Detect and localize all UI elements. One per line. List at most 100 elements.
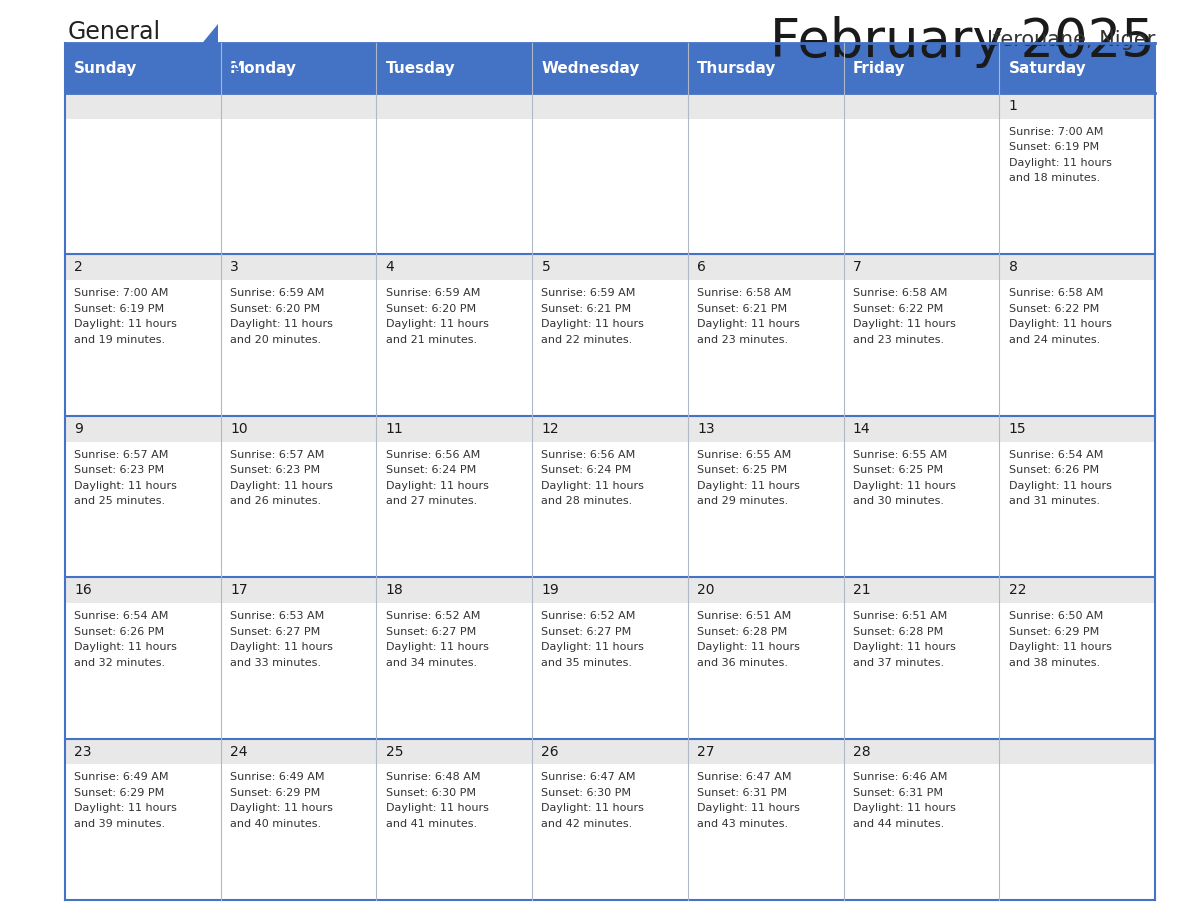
Text: 21: 21 — [853, 583, 871, 597]
Text: 18: 18 — [386, 583, 404, 597]
Text: 12: 12 — [542, 421, 560, 436]
Bar — [999, 416, 1155, 442]
Bar — [688, 416, 843, 442]
Text: Daylight: 11 hours: Daylight: 11 hours — [386, 319, 488, 330]
Text: and 37 minutes.: and 37 minutes. — [853, 657, 944, 667]
Text: and 33 minutes.: and 33 minutes. — [230, 657, 321, 667]
Text: 14: 14 — [853, 421, 871, 436]
Text: Daylight: 11 hours: Daylight: 11 hours — [75, 319, 177, 330]
Text: and 42 minutes.: and 42 minutes. — [542, 819, 633, 829]
Text: Daylight: 11 hours: Daylight: 11 hours — [697, 319, 800, 330]
Bar — [65, 43, 221, 93]
Bar — [65, 577, 221, 739]
Text: General: General — [68, 20, 162, 44]
Text: 28: 28 — [853, 744, 871, 758]
Bar — [999, 577, 1155, 603]
Text: Sunrise: 6:53 AM: Sunrise: 6:53 AM — [230, 611, 324, 621]
Text: Daylight: 11 hours: Daylight: 11 hours — [542, 642, 644, 652]
Text: February 2025: February 2025 — [770, 16, 1155, 68]
Text: Sunset: 6:27 PM: Sunset: 6:27 PM — [386, 626, 476, 636]
Bar — [221, 254, 377, 280]
Bar — [999, 93, 1155, 118]
Bar — [688, 416, 843, 577]
Text: and 27 minutes.: and 27 minutes. — [386, 496, 478, 506]
Bar — [221, 254, 377, 416]
Text: Sunset: 6:29 PM: Sunset: 6:29 PM — [230, 788, 321, 798]
Text: Sunrise: 6:49 AM: Sunrise: 6:49 AM — [230, 772, 324, 782]
Text: Daylight: 11 hours: Daylight: 11 hours — [1009, 319, 1112, 330]
Text: Daylight: 11 hours: Daylight: 11 hours — [853, 642, 956, 652]
Text: Sunset: 6:28 PM: Sunset: 6:28 PM — [697, 626, 788, 636]
Text: Daylight: 11 hours: Daylight: 11 hours — [1009, 642, 1112, 652]
Text: 3: 3 — [230, 261, 239, 274]
Text: Sunrise: 6:49 AM: Sunrise: 6:49 AM — [75, 772, 169, 782]
Text: and 18 minutes.: and 18 minutes. — [1009, 174, 1100, 184]
Text: Sunset: 6:20 PM: Sunset: 6:20 PM — [230, 304, 321, 314]
Bar — [377, 577, 532, 739]
Bar — [843, 577, 999, 739]
Text: and 28 minutes.: and 28 minutes. — [542, 496, 633, 506]
Text: 4: 4 — [386, 261, 394, 274]
Bar — [999, 739, 1155, 765]
Bar — [65, 416, 221, 442]
Text: and 35 minutes.: and 35 minutes. — [542, 657, 632, 667]
Bar — [999, 93, 1155, 254]
Text: Friday: Friday — [853, 61, 905, 75]
Bar — [532, 577, 688, 739]
Text: Sunset: 6:28 PM: Sunset: 6:28 PM — [853, 626, 943, 636]
Text: and 20 minutes.: and 20 minutes. — [230, 335, 321, 345]
Text: Daylight: 11 hours: Daylight: 11 hours — [697, 803, 800, 813]
Text: 10: 10 — [230, 421, 247, 436]
Text: Sunset: 6:23 PM: Sunset: 6:23 PM — [230, 465, 321, 476]
Text: Sunrise: 6:59 AM: Sunrise: 6:59 AM — [386, 288, 480, 298]
Bar — [843, 416, 999, 577]
Text: 22: 22 — [1009, 583, 1026, 597]
Text: and 41 minutes.: and 41 minutes. — [386, 819, 476, 829]
Bar — [843, 254, 999, 280]
Text: Daylight: 11 hours: Daylight: 11 hours — [1009, 481, 1112, 490]
Bar — [688, 254, 843, 280]
Text: and 39 minutes.: and 39 minutes. — [75, 819, 165, 829]
Text: Daylight: 11 hours: Daylight: 11 hours — [853, 319, 956, 330]
Text: Daylight: 11 hours: Daylight: 11 hours — [542, 319, 644, 330]
Text: Thursday: Thursday — [697, 61, 777, 75]
Bar — [999, 254, 1155, 280]
Text: and 25 minutes.: and 25 minutes. — [75, 496, 165, 506]
Text: Sunset: 6:19 PM: Sunset: 6:19 PM — [1009, 142, 1099, 152]
Bar — [65, 93, 221, 118]
Bar — [843, 93, 999, 254]
Text: Sunset: 6:26 PM: Sunset: 6:26 PM — [75, 626, 164, 636]
Bar — [999, 577, 1155, 739]
Bar — [221, 577, 377, 603]
Bar — [688, 577, 843, 603]
Text: Sunrise: 6:52 AM: Sunrise: 6:52 AM — [386, 611, 480, 621]
Text: Tuesday: Tuesday — [386, 61, 455, 75]
Text: Sunset: 6:21 PM: Sunset: 6:21 PM — [542, 304, 632, 314]
Text: Daylight: 11 hours: Daylight: 11 hours — [230, 319, 333, 330]
Text: Daylight: 11 hours: Daylight: 11 hours — [230, 803, 333, 813]
Text: Sunrise: 6:57 AM: Sunrise: 6:57 AM — [75, 450, 169, 460]
Text: Sunset: 6:23 PM: Sunset: 6:23 PM — [75, 465, 164, 476]
Text: 25: 25 — [386, 744, 403, 758]
Text: Sunday: Sunday — [75, 61, 138, 75]
Text: Sunset: 6:19 PM: Sunset: 6:19 PM — [75, 304, 164, 314]
Text: Sunrise: 6:51 AM: Sunrise: 6:51 AM — [853, 611, 947, 621]
Bar — [221, 93, 377, 118]
Text: Daylight: 11 hours: Daylight: 11 hours — [542, 481, 644, 490]
Bar — [221, 739, 377, 900]
Text: Sunrise: 6:57 AM: Sunrise: 6:57 AM — [230, 450, 324, 460]
Bar — [532, 416, 688, 577]
Text: Sunset: 6:27 PM: Sunset: 6:27 PM — [230, 626, 321, 636]
Text: Sunrise: 6:55 AM: Sunrise: 6:55 AM — [853, 450, 947, 460]
Bar — [221, 93, 377, 254]
Text: 8: 8 — [1009, 261, 1017, 274]
Text: Sunrise: 6:58 AM: Sunrise: 6:58 AM — [853, 288, 947, 298]
Bar — [843, 416, 999, 442]
Bar — [999, 739, 1155, 900]
Bar — [377, 254, 532, 416]
Text: Daylight: 11 hours: Daylight: 11 hours — [697, 642, 800, 652]
Text: Sunset: 6:24 PM: Sunset: 6:24 PM — [386, 465, 476, 476]
Bar — [65, 577, 221, 603]
Text: Daylight: 11 hours: Daylight: 11 hours — [542, 803, 644, 813]
Bar — [843, 43, 999, 93]
